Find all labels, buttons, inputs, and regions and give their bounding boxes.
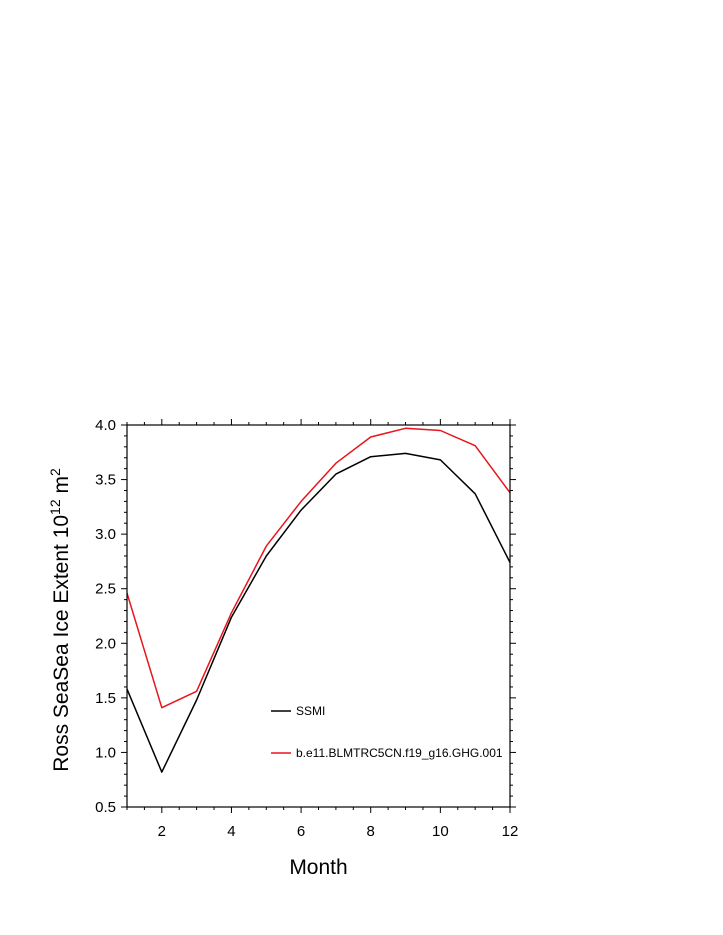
y-tick-label: 2.0 (95, 635, 116, 652)
x-tick-label: 4 (227, 823, 235, 840)
tick-labels: 2 4 6 8 10 12 0.5 1.0 1.5 2.0 2.5 3.0 3.5 4.0 (95, 417, 518, 840)
y-tick-label: 4.0 (95, 417, 116, 434)
series-line-2 (126, 427, 511, 709)
legend-label-1: SSMI (296, 704, 325, 718)
y-tick-label: 2.5 (95, 581, 116, 598)
y-axis-title-exponent: 12 (47, 499, 63, 515)
legend-label-2: b.e11.BLMTRC5CN.f19_g16.GHG.001 (296, 746, 503, 760)
x-tick-label: 8 (367, 823, 375, 840)
x-tick-label: 12 (502, 823, 519, 840)
series-line-1 (126, 452, 511, 773)
legend: SSMI b.e11.BLMTRC5CN.f19_g16.GHG.001 (271, 704, 503, 760)
y-tick-label: 1.0 (95, 744, 116, 761)
x-tick-label: 2 (158, 823, 166, 840)
plot-frame (126, 424, 511, 808)
y-axis-title-unit-exponent: 2 (47, 468, 63, 476)
series-lines (126, 427, 511, 773)
x-axis-title: Month (289, 856, 347, 879)
y-axis-title: Ross SeaSea Ice Extent 1012 m2 (47, 468, 73, 772)
y-tick-label: 3.5 (95, 472, 116, 489)
y-axis-title-unit: m (50, 476, 73, 499)
y-tick-label: 3.0 (95, 526, 116, 543)
y-tick-label: 1.5 (95, 690, 116, 707)
y-axis-title-main: Ross SeaSea Ice Extent 10 (50, 515, 73, 772)
y-tick-label: 0.5 (95, 799, 116, 816)
x-tick-label: 10 (432, 823, 449, 840)
x-tick-label: 6 (297, 823, 305, 840)
